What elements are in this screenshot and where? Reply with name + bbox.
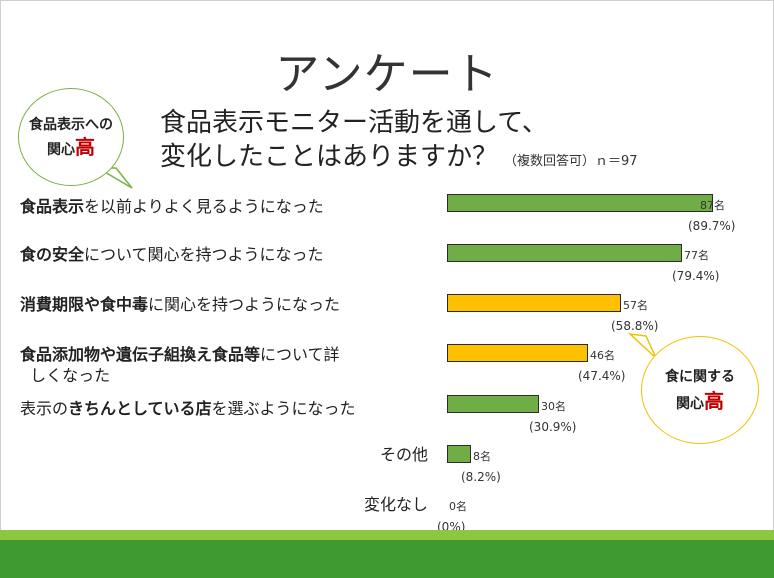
bar-4 bbox=[447, 344, 588, 362]
percent-label-1: (89.7%) bbox=[688, 219, 736, 233]
bubble-left-line-1: 食品表示への bbox=[29, 116, 113, 133]
speech-bubble-food-interest: 食に関する 関心高 bbox=[641, 336, 759, 444]
percent-label-5: (30.9%) bbox=[529, 420, 577, 434]
bubble-left-line-2: 関心 bbox=[47, 141, 75, 158]
percent-label-2: (79.4%) bbox=[672, 269, 720, 283]
count-label-6: 8名 bbox=[473, 450, 491, 463]
count-label-7: 0名 bbox=[449, 500, 467, 513]
value-label-1: 87名 (89.7%) bbox=[688, 196, 735, 236]
speech-bubble-label-interest: 食品表示への 関心高 bbox=[18, 88, 124, 186]
value-label-3: 57名 (58.8%) bbox=[611, 296, 658, 336]
question-note: （複数回答可）ｎ＝97 bbox=[504, 154, 638, 169]
count-label-1: 87名 bbox=[700, 199, 725, 212]
bubble-tail-right bbox=[627, 332, 657, 359]
category-label-6: その他 bbox=[379, 445, 428, 464]
bar-6 bbox=[447, 445, 471, 463]
value-label-6: 8名 (8.2%) bbox=[461, 447, 501, 487]
question-line-2: 変化したことはありますか？ bbox=[160, 142, 499, 172]
bubble-right-line-2: 関心 bbox=[676, 395, 704, 412]
category-label-4: 食品添加物や遺伝子組換え食品等について詳 しくなった bbox=[20, 345, 340, 385]
value-label-4: 46名 (47.4%) bbox=[578, 346, 625, 386]
count-label-4: 46名 bbox=[590, 349, 615, 362]
bubble-right-emphasis: 高 bbox=[704, 388, 724, 413]
bar-3 bbox=[447, 294, 621, 312]
footer-band-dark bbox=[0, 540, 774, 578]
bubble-right-line-1: 食に関する bbox=[665, 368, 735, 385]
count-label-3: 57名 bbox=[623, 299, 648, 312]
value-label-2: 77名 (79.4%) bbox=[672, 246, 719, 286]
value-label-5: 30名 (30.9%) bbox=[529, 397, 576, 437]
bar-2 bbox=[447, 244, 682, 262]
count-label-5: 30名 bbox=[541, 400, 566, 413]
footer-band-light bbox=[0, 530, 774, 540]
bar-5 bbox=[447, 395, 539, 413]
bar-1 bbox=[447, 194, 713, 212]
category-label-1: 食品表示を以前よりよく見るようになった bbox=[20, 197, 324, 216]
percent-label-6: (8.2%) bbox=[461, 470, 501, 484]
slide-title: アンケート bbox=[275, 49, 499, 100]
category-label-3: 消費期限や食中毒に関心を持つようになった bbox=[20, 295, 341, 314]
question-line-1: 食品表示モニター活動を通して、 bbox=[160, 108, 548, 138]
category-label-5: 表示のきちんとしている店を選ぶようになった bbox=[20, 399, 356, 418]
category-label-2: 食の安全について関心を持つようになった bbox=[20, 245, 324, 264]
bubble-left-emphasis: 高 bbox=[75, 134, 95, 159]
survey-question: 食品表示モニター活動を通して、 変化したことはありますか？ （複数回答可）ｎ＝97 bbox=[160, 106, 638, 179]
category-label-7: 変化なし bbox=[363, 495, 428, 514]
percent-label-4: (47.4%) bbox=[578, 369, 626, 383]
count-label-2: 77名 bbox=[684, 249, 709, 262]
percent-label-3: (58.8%) bbox=[611, 319, 659, 333]
